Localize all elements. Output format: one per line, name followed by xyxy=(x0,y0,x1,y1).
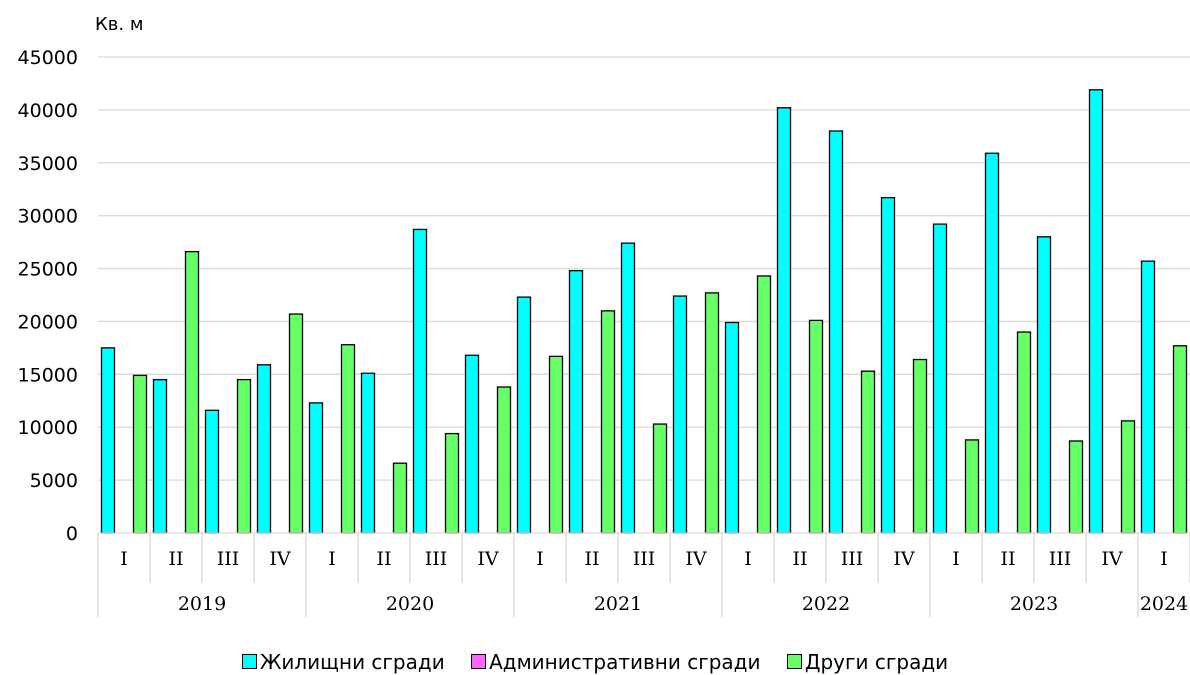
legend: Жилищни сгради Административни сгради Др… xyxy=(0,650,1190,674)
bar xyxy=(828,130,844,534)
bar xyxy=(204,409,220,534)
bar xyxy=(496,386,512,534)
x-quarter-label: III xyxy=(841,548,864,570)
x-quarter-label: IV xyxy=(269,548,291,570)
bar xyxy=(392,462,408,534)
x-quarter-label: I xyxy=(120,548,128,570)
bar xyxy=(964,439,980,534)
bars xyxy=(100,89,1188,534)
legend-item-administrative: Административни сгради xyxy=(471,650,760,674)
bar xyxy=(1088,89,1104,534)
y-tick-label: 5000 xyxy=(30,470,78,492)
x-quarter-label: IV xyxy=(685,548,707,570)
y-tick-label: 10000 xyxy=(18,417,78,439)
x-quarter-label: II xyxy=(376,548,391,570)
x-quarter-label: III xyxy=(425,548,448,570)
gridlines xyxy=(98,56,1190,481)
y-tick-label: 30000 xyxy=(18,206,78,228)
bar xyxy=(756,275,772,534)
bar xyxy=(236,378,252,534)
x-quarter-label: IV xyxy=(1101,548,1123,570)
bar xyxy=(444,432,460,534)
legend-swatch-administrative xyxy=(471,654,487,669)
bar xyxy=(568,270,584,534)
bar xyxy=(464,354,480,534)
x-quarter-label: I xyxy=(328,548,336,570)
y-tick-label: 20000 xyxy=(18,311,78,333)
bar xyxy=(880,197,896,534)
x-axis: I II III IV I II III IV I II III IV I II III IV I II III IV… xyxy=(97,532,1190,617)
bar xyxy=(912,358,928,534)
bar xyxy=(652,423,668,534)
x-quarter-label: I xyxy=(1160,548,1168,570)
x-quarter-label: I xyxy=(952,548,960,570)
x-year-label: 2023 xyxy=(1010,593,1058,615)
bar xyxy=(1120,420,1136,534)
bar xyxy=(308,402,324,534)
x-quarter-label: I xyxy=(536,548,544,570)
legend-label-other: Други сгради xyxy=(804,650,949,674)
legend-label-administrative: Административни сгради xyxy=(489,650,761,674)
bar xyxy=(984,152,1000,534)
x-quarter-label: IV xyxy=(893,548,915,570)
bar xyxy=(360,372,376,534)
legend-swatch-other xyxy=(786,654,802,669)
bar xyxy=(1068,440,1084,534)
bar xyxy=(860,370,876,534)
y-tick-label: 45000 xyxy=(18,47,78,69)
y-tick-label: 15000 xyxy=(18,364,78,386)
x-quarter-label: II xyxy=(584,548,599,570)
legend-item-other: Други сгради xyxy=(786,650,949,674)
x-quarter-label: IV xyxy=(477,548,499,570)
y-tick-labels: 0 5000 10000 15000 20000 25000 30000 35000 40000… xyxy=(18,47,78,545)
bar xyxy=(516,296,532,534)
x-year-label: 2020 xyxy=(386,593,434,615)
legend-label-residential: Жилищни сгради xyxy=(259,650,445,674)
x-quarter-label: I xyxy=(744,548,752,570)
bar-chart: Кв. м 0 5000 10000 15000 20000 25000 30000 3500… xyxy=(18,14,1190,617)
bar xyxy=(1036,236,1052,534)
legend-swatch-residential xyxy=(241,654,257,669)
bar xyxy=(1172,345,1188,534)
bar xyxy=(548,355,564,534)
x-quarter-label: III xyxy=(633,548,656,570)
bar xyxy=(620,242,636,534)
x-quarter-label: II xyxy=(792,548,807,570)
x-year-label: 2021 xyxy=(594,593,642,615)
y-tick-label: 0 xyxy=(66,523,78,545)
bar xyxy=(672,295,688,534)
y-tick-label: 25000 xyxy=(18,259,78,281)
bar xyxy=(340,344,356,534)
x-quarter-label: II xyxy=(168,548,183,570)
bar xyxy=(100,347,116,534)
bar xyxy=(724,321,740,534)
bar xyxy=(288,313,304,534)
x-year-label: 2024 xyxy=(1140,593,1188,615)
y-axis-unit-label: Кв. м xyxy=(95,14,143,35)
bar xyxy=(776,107,792,534)
bar xyxy=(184,250,200,534)
bar xyxy=(704,292,720,534)
bar xyxy=(808,319,824,534)
y-tick-label: 40000 xyxy=(18,100,78,122)
bar xyxy=(152,378,168,534)
bar xyxy=(412,228,428,534)
bar xyxy=(932,223,948,534)
bar xyxy=(132,374,148,534)
bar xyxy=(256,364,272,534)
x-year-label: 2019 xyxy=(178,593,226,615)
x-quarter-label: III xyxy=(1049,548,1072,570)
bar xyxy=(600,310,616,534)
bar xyxy=(1016,331,1032,534)
bar xyxy=(1140,260,1156,534)
x-quarter-label: III xyxy=(217,548,240,570)
x-year-label: 2022 xyxy=(802,593,850,615)
legend-item-residential: Жилищни сгради xyxy=(241,650,445,674)
x-quarter-label: II xyxy=(1000,548,1015,570)
y-tick-label: 35000 xyxy=(18,153,78,175)
